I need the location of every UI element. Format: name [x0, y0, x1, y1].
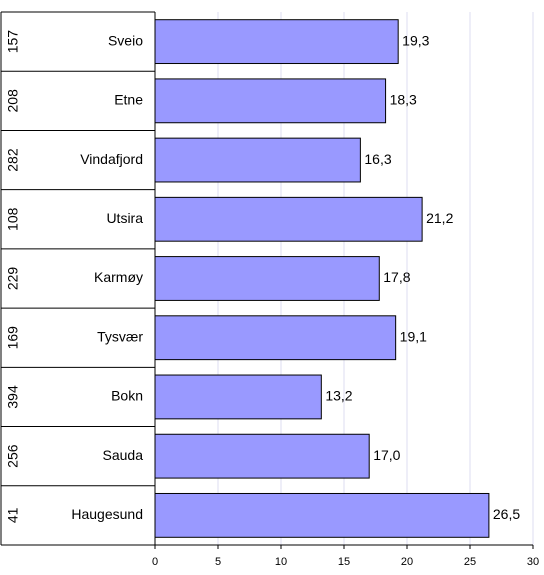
bar	[154, 137, 361, 183]
rank-label: 394	[5, 385, 21, 409]
value-label: 16,3	[364, 151, 391, 167]
category-label: Sveio	[108, 32, 143, 48]
category-label: Haugesund	[71, 506, 143, 522]
rank-label: 282	[5, 148, 21, 172]
rank-label: 108	[5, 207, 21, 231]
bar	[154, 433, 370, 479]
x-tick-label: 25	[464, 556, 476, 568]
rank-label: 157	[5, 30, 21, 54]
category-label: Bokn	[111, 388, 143, 404]
value-label: 26,5	[493, 506, 520, 522]
rank-label: 41	[5, 507, 21, 523]
rank-label: 256	[5, 444, 21, 468]
category-label: Sauda	[103, 447, 144, 463]
x-tick-label: 20	[401, 556, 413, 568]
value-label: 17,0	[373, 447, 400, 463]
value-label: 17,8	[383, 269, 410, 285]
x-tick-label: 10	[275, 556, 287, 568]
category-label: Tysvær	[97, 328, 143, 344]
bar	[154, 374, 322, 420]
value-label: 13,2	[325, 388, 352, 404]
value-label: 19,1	[400, 328, 427, 344]
x-tick-label: 0	[152, 556, 158, 568]
category-label: Karmøy	[94, 269, 143, 285]
category-label: Vindafjord	[80, 151, 143, 167]
category-label: Utsira	[106, 210, 143, 226]
rank-label: 229	[5, 267, 21, 291]
value-label: 21,2	[426, 210, 453, 226]
x-tick-label: 30	[527, 556, 539, 568]
rank-label: 208	[5, 89, 21, 113]
x-tick-label: 15	[338, 556, 350, 568]
bar	[154, 256, 380, 301]
bar	[154, 492, 490, 538]
bar	[154, 196, 423, 242]
bar	[154, 78, 387, 124]
x-tick-label: 5	[215, 556, 221, 568]
rank-label: 169	[5, 326, 21, 350]
bar	[154, 19, 399, 65]
value-label: 18,3	[390, 92, 417, 108]
value-label: 19,3	[402, 32, 429, 48]
category-label: Etne	[114, 92, 143, 108]
bar	[154, 315, 397, 361]
